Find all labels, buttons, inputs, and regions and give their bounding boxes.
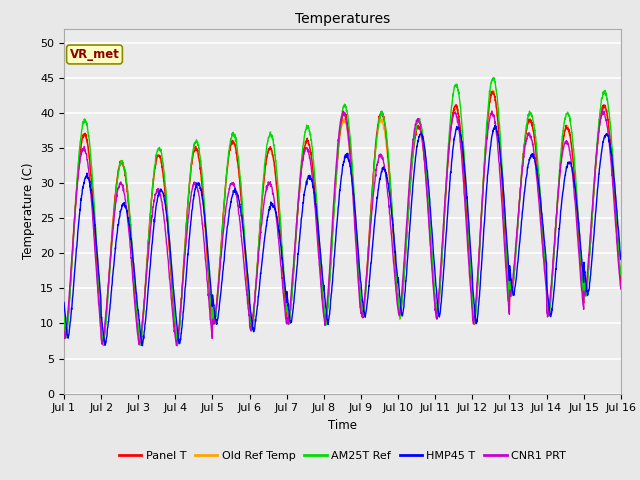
Old Ref Temp <box>617 280 625 286</box>
Legend: Panel T, Old Ref Temp, AM25T Ref, HMP45 T, CNR1 PRT: Panel T, Old Ref Temp, AM25T Ref, HMP45 … <box>115 446 570 466</box>
HMP45 T <box>359 299 367 305</box>
CNR1 PRT <box>60 328 68 334</box>
Panel T <box>505 293 513 299</box>
AM25T Ref <box>371 158 379 164</box>
Old Ref Temp <box>489 87 497 93</box>
Panel T <box>359 311 367 317</box>
Panel T <box>216 265 223 271</box>
HMP45 T <box>568 165 576 171</box>
Line: Panel T: Panel T <box>64 92 621 345</box>
Old Ref Temp <box>60 323 68 328</box>
Old Ref Temp <box>216 262 223 267</box>
CNR1 PRT <box>173 343 180 348</box>
Panel T <box>584 276 591 282</box>
HMP45 T <box>371 217 379 223</box>
Line: HMP45 T: HMP45 T <box>64 125 621 346</box>
Panel T <box>617 280 625 286</box>
X-axis label: Time: Time <box>328 419 357 432</box>
AM25T Ref <box>173 343 181 349</box>
Line: Old Ref Temp: Old Ref Temp <box>64 90 621 346</box>
Line: CNR1 PRT: CNR1 PRT <box>64 110 621 346</box>
AM25T Ref <box>359 311 367 317</box>
AM25T Ref <box>568 130 576 136</box>
AM25T Ref <box>505 283 513 288</box>
CNR1 PRT <box>598 108 606 113</box>
CNR1 PRT <box>359 312 367 318</box>
Panel T <box>488 89 496 95</box>
Text: VR_met: VR_met <box>70 48 120 61</box>
Line: AM25T Ref: AM25T Ref <box>64 78 621 346</box>
CNR1 PRT <box>371 180 379 186</box>
AM25T Ref <box>216 269 223 275</box>
HMP45 T <box>505 266 513 272</box>
HMP45 T <box>584 292 591 298</box>
CNR1 PRT <box>216 273 223 278</box>
Old Ref Temp <box>505 296 513 302</box>
Old Ref Temp <box>359 313 367 319</box>
Panel T <box>568 146 576 152</box>
AM25T Ref <box>60 313 68 319</box>
HMP45 T <box>491 122 499 128</box>
CNR1 PRT <box>504 299 512 305</box>
Old Ref Temp <box>584 276 591 282</box>
CNR1 PRT <box>584 273 591 278</box>
Y-axis label: Temperature (C): Temperature (C) <box>22 163 35 260</box>
Old Ref Temp <box>371 156 379 162</box>
Panel T <box>371 154 379 159</box>
Old Ref Temp <box>568 150 576 156</box>
Panel T <box>60 318 68 324</box>
AM25T Ref <box>490 75 497 81</box>
Panel T <box>99 342 107 348</box>
HMP45 T <box>139 343 147 348</box>
Title: Temperatures: Temperatures <box>295 12 390 26</box>
CNR1 PRT <box>617 286 625 292</box>
HMP45 T <box>617 257 625 263</box>
Old Ref Temp <box>173 343 180 348</box>
HMP45 T <box>216 301 223 307</box>
AM25T Ref <box>617 272 625 277</box>
HMP45 T <box>60 300 68 305</box>
AM25T Ref <box>584 281 591 287</box>
CNR1 PRT <box>568 165 575 170</box>
